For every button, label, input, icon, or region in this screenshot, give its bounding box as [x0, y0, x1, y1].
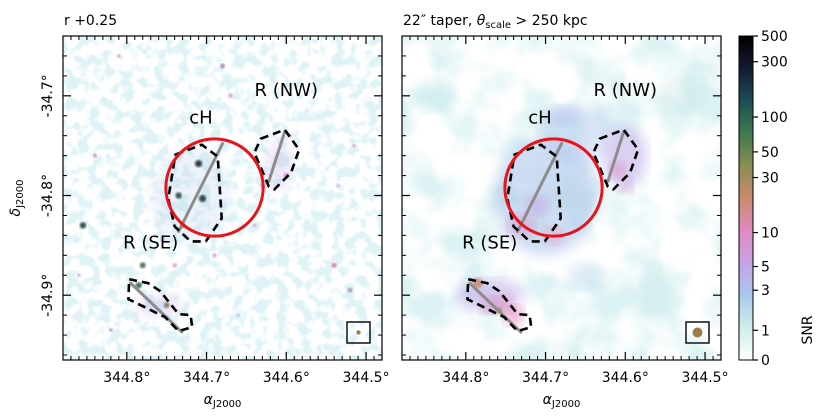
panel-right: 344.8° 344.7° 344.6° 344.5° 22″ taper, θsca… — [401, 13, 729, 386]
colorbar-ticks: 0 1 3 5 10 30 50 100 300 500 — [753, 29, 788, 369]
emission-blob — [655, 77, 708, 114]
emission-blob — [109, 328, 113, 332]
se-region-polygon — [127, 277, 194, 333]
emission-blob — [543, 105, 580, 126]
emission-blob — [633, 275, 682, 316]
panel-title-left: r +0.25 — [64, 13, 117, 29]
colorbar-tick-label: 500 — [761, 29, 788, 45]
emission-blob — [331, 262, 337, 268]
emission-blob — [352, 143, 356, 148]
ch-axis-line — [516, 142, 563, 233]
beam-box — [346, 321, 371, 344]
ch-circle — [503, 137, 604, 238]
region-overlays — [127, 128, 301, 334]
beam-ellipse — [356, 330, 361, 335]
y-tick-label: -34.9° — [40, 274, 56, 317]
ch-axis-line — [177, 142, 224, 233]
ch-region-polygon — [167, 143, 223, 243]
emission-blob — [175, 192, 182, 199]
emission-blob — [172, 263, 177, 268]
emission-blob — [150, 147, 231, 244]
beam-ellipse — [692, 327, 703, 338]
x-tick-label: 344.6° — [263, 370, 310, 386]
emission-blob — [139, 262, 146, 269]
panel-left: 344.8° 344.7° 344.6° 344.5° -34.7° -34.8° -34.… — [40, 13, 390, 386]
y-axis-label: δJ2000 — [8, 180, 26, 217]
x-tick-label: 344.5° — [343, 370, 390, 386]
emission-blob — [212, 253, 217, 258]
emission-blob — [411, 79, 456, 112]
nw-axis-line — [267, 130, 287, 184]
emission-blob — [252, 223, 257, 228]
colorbar-tick-label: 10 — [761, 226, 779, 242]
beam-box — [685, 321, 710, 344]
label-r-nw: R (NW) — [255, 80, 319, 101]
colorbar-label: SNR — [800, 315, 816, 344]
emission-blob — [160, 238, 165, 243]
x-tick-label: 344.8° — [103, 370, 150, 386]
y-tick-label: -34.8° — [40, 174, 56, 217]
emission-blob — [220, 63, 225, 69]
emission-blob — [347, 287, 353, 293]
x-tick-label: 344.5° — [682, 370, 729, 386]
x-axis-label-right: αJ2000 — [543, 392, 581, 410]
colorbar-tick-label: 3 — [761, 283, 770, 299]
colorbar-tick-label: 50 — [761, 145, 779, 161]
colorbar-bar — [738, 35, 754, 361]
label-ch: cH — [189, 108, 212, 129]
nw-region-polygon — [592, 128, 640, 191]
label-r-nw: R (NW) — [594, 80, 658, 101]
colorbar-tick-label: 300 — [761, 55, 788, 71]
emission-blob — [117, 54, 121, 58]
x-tick-label: 344.7° — [183, 370, 230, 386]
y-tick-label: -34.7° — [40, 74, 56, 117]
colorbar: 0 1 3 5 10 30 50 100 300 500 SNR — [738, 29, 816, 369]
ch-region-polygon — [505, 143, 563, 243]
x-tick-label: 344.7° — [522, 370, 569, 386]
x-tick-label: 344.8° — [442, 370, 489, 386]
colorbar-tick-label: 1 — [761, 323, 770, 339]
emission-blob — [93, 153, 97, 158]
x-tick-label: 344.6° — [602, 370, 649, 386]
label-r-se: R (SE) — [123, 232, 178, 253]
nw-axis-line — [606, 130, 626, 184]
emission-blob — [228, 93, 233, 98]
se-region-polygon — [466, 277, 533, 333]
emission-blob — [195, 160, 203, 168]
emission-blob — [135, 282, 142, 289]
colorbar-tick-label: 100 — [761, 110, 788, 126]
colorbar-tick-label: 0 — [761, 353, 770, 369]
x-axis-label-left: αJ2000 — [204, 392, 242, 410]
nw-region-polygon — [253, 128, 301, 191]
label-r-se: R (SE) — [462, 232, 517, 253]
region-overlays — [466, 128, 640, 334]
emission-blob — [617, 177, 634, 194]
emission-blob — [198, 194, 207, 203]
emission-blob — [567, 261, 604, 290]
axis-ticks: 344.8° 344.7° 344.6° 344.5° — [402, 36, 729, 386]
panel-title-right: 22″ taper, θscale > 250 kpc — [403, 13, 588, 31]
colorbar-tick-label: 5 — [761, 260, 770, 276]
ch-circle — [164, 137, 265, 238]
emission-blob — [79, 222, 87, 229]
emission-blob — [336, 183, 340, 188]
emission-blob — [163, 302, 170, 308]
axis-ticks: 344.8° 344.7° 344.6° 344.5° -34.7° -34.8° -34.… — [40, 36, 390, 386]
emission-blob — [236, 313, 241, 317]
emission-blob — [77, 273, 81, 277]
label-ch: cH — [528, 108, 551, 129]
colorbar-tick-label: 30 — [761, 171, 779, 187]
